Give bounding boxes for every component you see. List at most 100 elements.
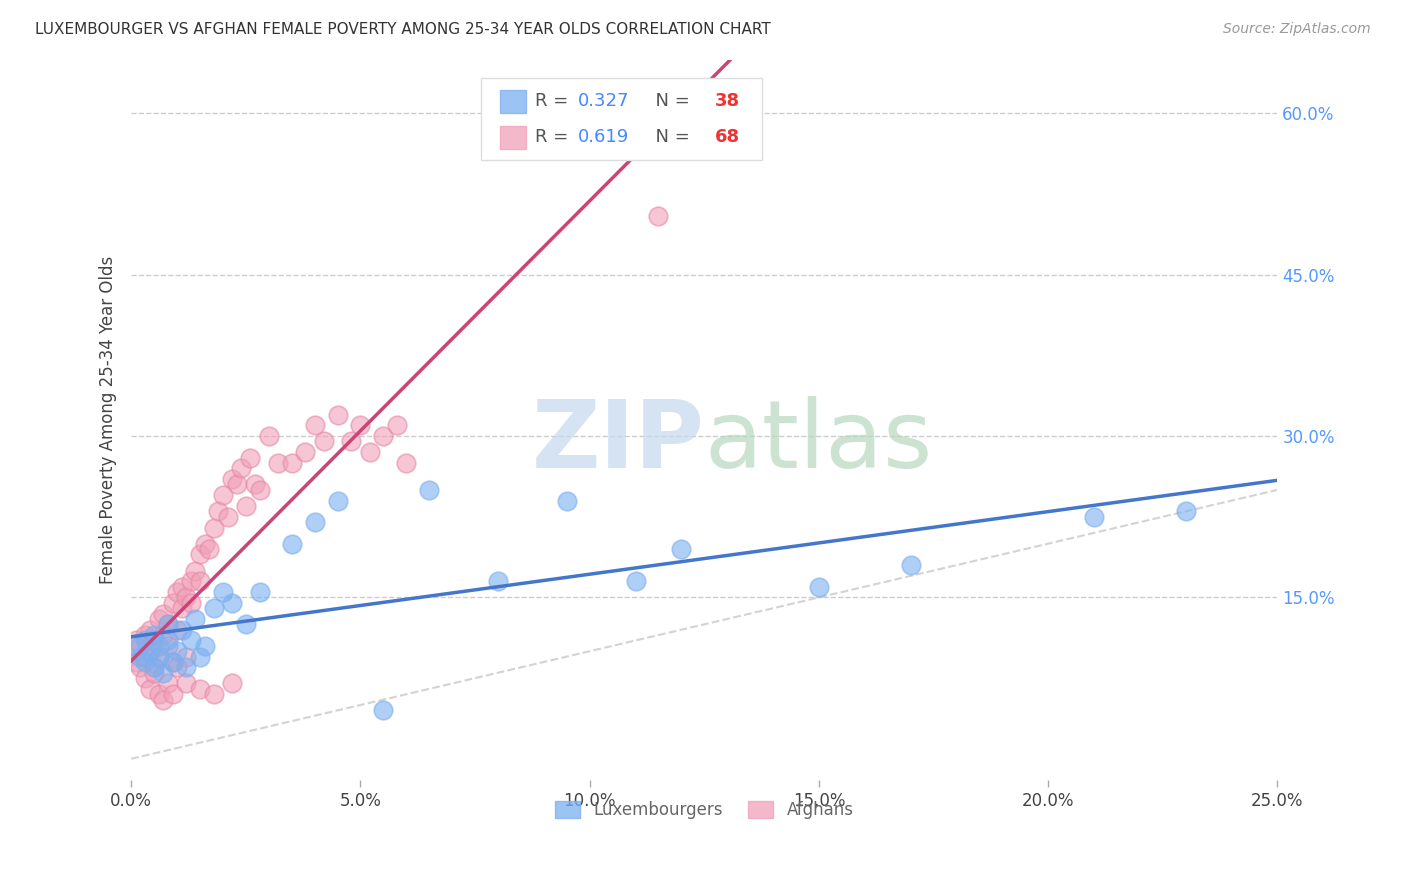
Point	[243, 477, 266, 491]
Point	[194, 639, 217, 653]
Point	[166, 660, 188, 674]
Text: R =: R =	[534, 93, 574, 111]
Point	[395, 456, 418, 470]
Point	[207, 504, 229, 518]
Point	[184, 564, 207, 578]
Point	[221, 676, 243, 690]
Text: Source: ZipAtlas.com: Source: ZipAtlas.com	[1223, 22, 1371, 37]
Point	[170, 623, 193, 637]
Point	[555, 493, 578, 508]
Point	[312, 434, 335, 449]
Point	[198, 542, 221, 557]
Point	[373, 429, 395, 443]
Point	[267, 456, 290, 470]
Point	[349, 418, 371, 433]
Point	[280, 456, 302, 470]
Point	[249, 585, 271, 599]
Text: N =: N =	[644, 128, 695, 146]
Point	[340, 434, 363, 449]
Point	[212, 585, 235, 599]
Point	[221, 472, 243, 486]
Point	[304, 418, 326, 433]
Point	[125, 639, 148, 653]
Point	[807, 580, 830, 594]
Text: 38: 38	[714, 93, 740, 111]
Point	[188, 548, 211, 562]
Point	[166, 623, 188, 637]
Point	[125, 633, 148, 648]
Text: N =: N =	[644, 93, 695, 111]
Point	[174, 660, 197, 674]
Point	[217, 509, 239, 524]
Point	[385, 418, 408, 433]
Point	[188, 574, 211, 589]
Point	[152, 628, 174, 642]
Point	[249, 483, 271, 497]
Point	[486, 574, 509, 589]
Point	[1083, 509, 1105, 524]
Point	[166, 585, 188, 599]
FancyBboxPatch shape	[501, 126, 526, 149]
Point	[280, 536, 302, 550]
Point	[143, 665, 166, 680]
Point	[156, 639, 179, 653]
Point	[235, 499, 257, 513]
Point	[162, 655, 184, 669]
Point	[148, 649, 170, 664]
Point	[257, 429, 280, 443]
FancyBboxPatch shape	[501, 90, 526, 113]
Point	[138, 623, 160, 637]
Point	[180, 574, 202, 589]
Y-axis label: Female Poverty Among 25-34 Year Olds: Female Poverty Among 25-34 Year Olds	[100, 256, 117, 584]
Point	[170, 580, 193, 594]
Point	[152, 607, 174, 621]
Point	[162, 655, 184, 669]
Point	[134, 649, 156, 664]
Point	[647, 209, 669, 223]
Point	[143, 633, 166, 648]
Point	[671, 542, 693, 557]
Point	[194, 536, 217, 550]
Point	[143, 660, 166, 674]
FancyBboxPatch shape	[481, 78, 762, 161]
Point	[221, 596, 243, 610]
Point	[129, 649, 152, 664]
Point	[152, 692, 174, 706]
Point	[174, 676, 197, 690]
Point	[900, 558, 922, 573]
Point	[188, 649, 211, 664]
Point	[138, 644, 160, 658]
Point	[624, 574, 647, 589]
Point	[129, 639, 152, 653]
Point	[156, 617, 179, 632]
Point	[180, 633, 202, 648]
Point	[156, 617, 179, 632]
Point	[148, 687, 170, 701]
Point	[202, 687, 225, 701]
Point	[184, 612, 207, 626]
Point	[225, 477, 247, 491]
Point	[125, 655, 148, 669]
Text: 0.619: 0.619	[578, 128, 630, 146]
Point	[138, 644, 160, 658]
Point	[134, 655, 156, 669]
Point	[180, 596, 202, 610]
Point	[373, 703, 395, 717]
Point	[156, 633, 179, 648]
Point	[148, 612, 170, 626]
Point	[304, 515, 326, 529]
Point	[174, 591, 197, 605]
Point	[134, 671, 156, 685]
Point	[148, 639, 170, 653]
Text: LUXEMBOURGER VS AFGHAN FEMALE POVERTY AMONG 25-34 YEAR OLDS CORRELATION CHART: LUXEMBOURGER VS AFGHAN FEMALE POVERTY AM…	[35, 22, 770, 37]
Point	[418, 483, 440, 497]
Point	[148, 649, 170, 664]
Point	[212, 488, 235, 502]
Point	[134, 633, 156, 648]
Point	[170, 601, 193, 615]
Point	[166, 644, 188, 658]
Point	[162, 596, 184, 610]
Point	[174, 649, 197, 664]
Point	[156, 676, 179, 690]
Point	[143, 628, 166, 642]
